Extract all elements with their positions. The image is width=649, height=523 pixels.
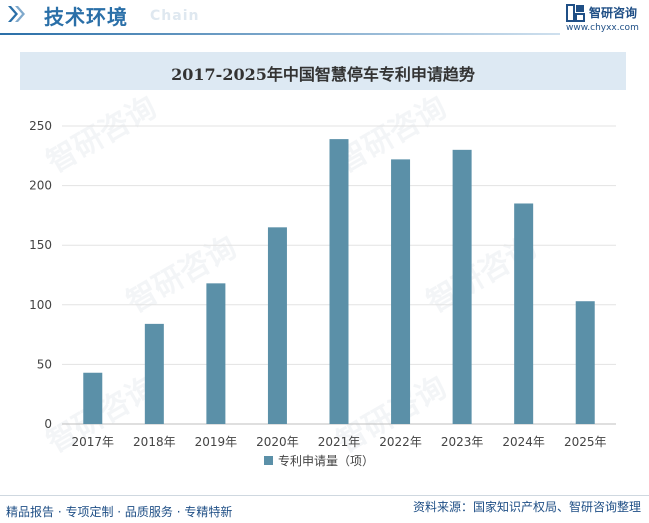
footer-tagline: 精品报告 · 专项定制 · 品质服务 · 专精特新 (6, 505, 233, 519)
bar (391, 159, 411, 424)
y-tick-label: 50 (37, 357, 52, 371)
y-tick-label: 0 (44, 417, 52, 431)
double-chevron-icon (8, 6, 25, 22)
bar (206, 283, 226, 424)
section-title: 技术环境 (44, 5, 128, 29)
y-tick-label: 150 (29, 238, 52, 252)
x-tick-label: 2021年 (318, 435, 361, 449)
legend-swatch (264, 456, 273, 465)
bar (452, 149, 472, 424)
chart-title-band: 2017-2025年中国智慧停车专利申请趋势 (20, 52, 626, 90)
x-tick-label: 2017年 (72, 435, 115, 449)
x-tick-label: 2020年 (256, 435, 299, 449)
x-tick-label: 2025年 (564, 435, 607, 449)
brand-name: 智研咨询 (589, 6, 638, 20)
y-tick-label: 250 (29, 119, 52, 133)
brand-url: www.chyxx.com (566, 23, 639, 33)
x-tick-label: 2022年 (379, 435, 422, 449)
x-tick-label: 2018年 (133, 435, 176, 449)
x-tick-label: 2023年 (441, 435, 484, 449)
footer-divider (0, 495, 649, 496)
bar (83, 372, 103, 424)
legend-label: 专利申请量（项） (278, 453, 374, 468)
bar (514, 203, 534, 424)
data-source: 资料来源：国家知识产权局、智研咨询整理 (412, 500, 641, 514)
x-tick-label: 2024年 (502, 435, 545, 449)
header-divider (0, 33, 560, 35)
section-subtitle: Chain (150, 8, 200, 24)
bar (144, 323, 164, 424)
brand-logo: 智研咨询 www.chyxx.com (566, 4, 646, 34)
footer: 精品报告 · 专项定制 · 品质服务 · 专精特新 资料来源：国家知识产权局、智… (0, 493, 649, 523)
y-tick-label: 200 (29, 179, 52, 193)
bar (329, 139, 349, 424)
brand-logo-icon (566, 4, 585, 22)
header: 技术环境 Chain 智研咨询 www.chyxx.com (0, 0, 649, 40)
y-tick-label: 100 (29, 298, 52, 312)
x-tick-label: 2019年 (195, 435, 238, 449)
bar (575, 301, 595, 424)
chart-title: 2017-2025年中国智慧停车专利申请趋势 (171, 65, 475, 84)
bar (267, 227, 287, 424)
bar-chart: 0 50 100 150 200 250 2017年 2018年 2019年 2020年 2021年… (29, 119, 616, 468)
